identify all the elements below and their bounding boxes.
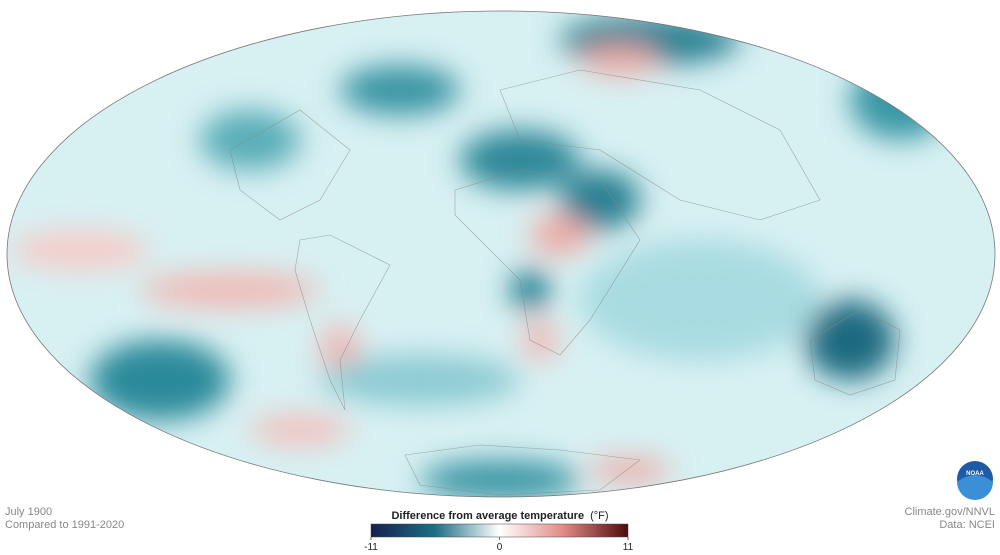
scale-tick-label: 0 <box>497 542 503 553</box>
legend-title: Difference from average temperature (°F) <box>391 510 608 522</box>
legend-unit: (°F) <box>590 510 608 522</box>
coastlines <box>229 69 901 496</box>
noaa-logo-wave <box>957 475 993 500</box>
legend-title-text: Difference from average temperature <box>391 510 584 522</box>
date-label: July 1900 <box>5 506 52 518</box>
noaa-logo-text: NOAA <box>966 471 984 477</box>
scale-tick-label: -11 <box>364 542 378 553</box>
baseline-label: Compared to 1991-2020 <box>5 519 124 531</box>
data-credit: Data: NCEI <box>939 519 995 531</box>
color-scale <box>370 523 629 538</box>
globe-outline <box>6 10 996 498</box>
source-credit: Climate.gov/NNVL <box>905 506 995 518</box>
scale-tick-label: 11 <box>623 542 634 553</box>
